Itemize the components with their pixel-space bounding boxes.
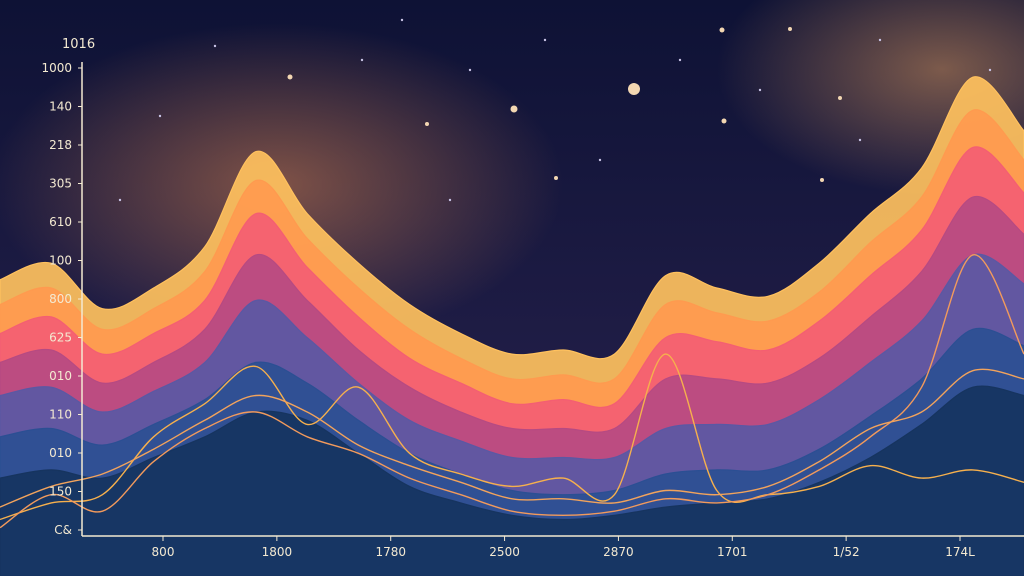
chart-top-label: 1016 [62, 37, 95, 52]
star [360, 58, 364, 62]
star [820, 178, 824, 182]
x-tick-label: 1701 [717, 545, 748, 559]
star [510, 105, 518, 113]
line-series-3 [0, 368, 1024, 508]
y-tick-label: 625 [49, 331, 72, 345]
y-tick-label: 305 [49, 177, 72, 191]
star [758, 88, 762, 92]
star [158, 114, 162, 118]
y-tick-label: 218 [49, 138, 72, 152]
x-tick-label: 1780 [375, 545, 406, 559]
star [425, 122, 429, 126]
area-series-7 [0, 385, 1024, 576]
star [678, 58, 682, 62]
y-tick-label: 010 [49, 369, 72, 383]
x-tick-label: 2500 [489, 545, 520, 559]
star [554, 176, 558, 180]
star [788, 27, 792, 31]
star [213, 44, 217, 48]
y-tick-label: 010 [49, 446, 72, 460]
line-series-group [0, 254, 1024, 529]
x-tick-label: 174L [945, 545, 975, 559]
star [878, 38, 882, 42]
star [287, 74, 293, 80]
star [838, 96, 842, 100]
star [628, 83, 640, 95]
star [719, 27, 725, 33]
star [400, 18, 404, 22]
y-axis-ticks: 1000 140 218 305 610 100 800 625 010 110 010 150 C& [41, 61, 82, 537]
x-tick-label: 800 [152, 545, 175, 559]
star [448, 198, 452, 202]
star [543, 38, 547, 42]
star [988, 68, 992, 72]
y-tick-label: 140 [49, 100, 72, 114]
star [721, 118, 727, 124]
area-series-group [0, 76, 1024, 576]
x-tick-label: 2870 [603, 545, 634, 559]
star [468, 68, 472, 72]
y-tick-label: 610 [49, 215, 72, 229]
y-tick-label: 1000 [41, 61, 72, 75]
line-series-1 [0, 353, 1024, 521]
y-tick-label: 800 [49, 292, 72, 306]
x-axis-ticks: 800 1800 1780 2500 2870 1701 1/52 174L [152, 536, 975, 559]
star-field [118, 18, 992, 202]
y-tick-label: C& [54, 523, 72, 537]
y-tick-label: 110 [49, 408, 72, 422]
x-tick-label: 1/52 [833, 545, 860, 559]
star [118, 198, 122, 202]
star [598, 158, 602, 162]
x-tick-label: 1800 [262, 545, 293, 559]
y-tick-label: 150 [49, 485, 72, 499]
star [858, 138, 862, 142]
y-tick-label: 100 [49, 254, 72, 268]
